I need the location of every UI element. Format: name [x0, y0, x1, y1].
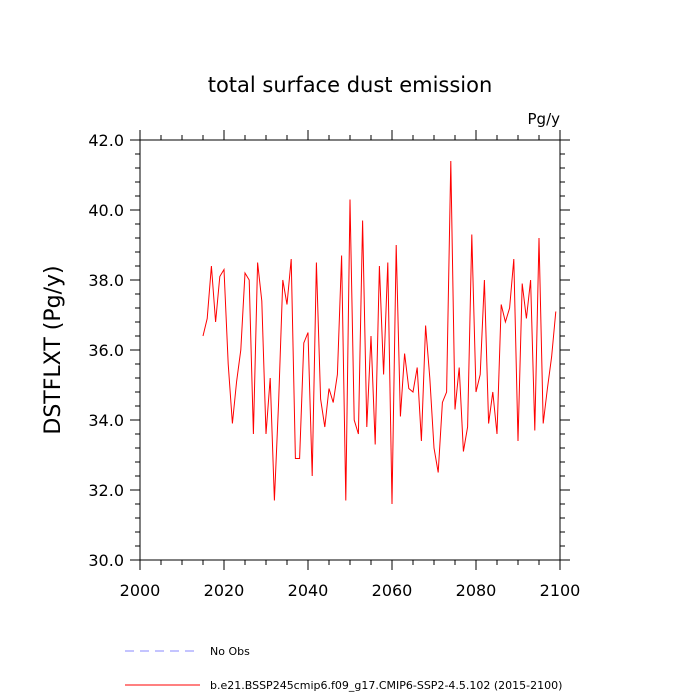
- y-axis-label: DSTFLXT (Pg/y): [41, 265, 66, 434]
- y-tick-label: 30.0: [88, 551, 124, 570]
- x-tick-label: 2100: [540, 581, 581, 600]
- x-tick-label: 2080: [456, 581, 497, 600]
- y-tick-label: 40.0: [88, 201, 124, 220]
- tick-marks: [130, 130, 570, 570]
- legend-label-model: b.e21.BSSP245cmip6.f09_g17.CMIP6-SSP2-4.…: [210, 679, 562, 692]
- y-tick-label: 38.0: [88, 271, 124, 290]
- y-tick-label: 42.0: [88, 131, 124, 150]
- y-tick-label: 32.0: [88, 481, 124, 500]
- chart-title: total surface dust emission: [208, 73, 493, 97]
- x-tick-labels: 2000 2020 2040 2060 2080 2100: [120, 581, 581, 600]
- legend-label-no-obs: No Obs: [210, 645, 250, 658]
- x-tick-label: 2000: [120, 581, 161, 600]
- y-tick-labels: 30.0 32.0 34.0 36.0 38.0 40.0 42.0: [88, 131, 124, 570]
- series-group: [202, 160, 557, 505]
- series-line-model: [202, 160, 557, 505]
- x-tick-label: 2020: [204, 581, 245, 600]
- legend: No Obs b.e21.BSSP245cmip6.f09_g17.CMIP6-…: [125, 645, 562, 692]
- x-tick-label: 2060: [372, 581, 413, 600]
- y-tick-label: 36.0: [88, 341, 124, 360]
- units-label: Pg/y: [528, 110, 561, 128]
- x-tick-label: 2040: [288, 581, 329, 600]
- y-tick-label: 34.0: [88, 411, 124, 430]
